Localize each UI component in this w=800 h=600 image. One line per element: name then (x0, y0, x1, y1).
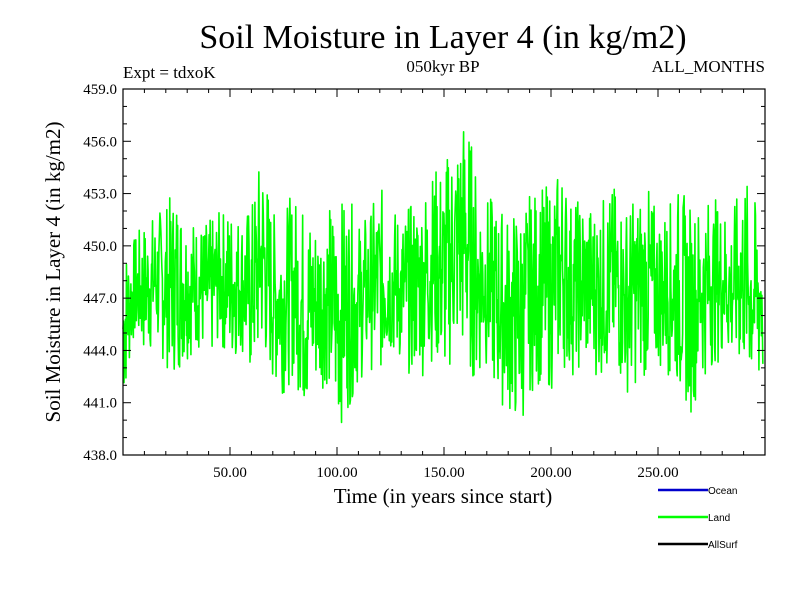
y-tick-label: 441.0 (83, 396, 117, 412)
y-axis-label: Soil Moisture in Layer 4 (in kg/m2) (41, 122, 65, 423)
y-tick-label: 456.0 (83, 134, 117, 150)
chart-title: Soil Moisture in Layer 4 (in kg/m2) (199, 19, 686, 56)
legend-label-land: Land (708, 513, 730, 524)
x-tick-label: 50.00 (213, 465, 247, 481)
x-tick-label: 200.00 (530, 465, 571, 481)
series-line-land (122, 130, 764, 424)
y-axis: 438.0 441.0 444.0 447.0 450.0 453.0 456.0 459.0 (83, 82, 765, 464)
y-tick-label: 444.0 (83, 343, 117, 359)
x-tick-label: 100.00 (316, 465, 357, 481)
legend-label-allsurf: AllSurf (708, 540, 738, 551)
legend-label-ocean: Ocean (708, 486, 737, 497)
x-axis-label: Time (in years since start) (334, 484, 553, 508)
y-tick-label: 450.0 (83, 239, 117, 255)
chart-subtitle-left: Expt = tdxoK (123, 63, 216, 82)
x-tick-label: 150.00 (423, 465, 464, 481)
x-tick-label: 250.00 (637, 465, 678, 481)
chart-subtitle-center: 050kyr BP (406, 57, 479, 76)
legend: Ocean Land AllSurf (658, 486, 738, 551)
x-axis: 50.00 100.00 150.00 200.00 250.00 (143, 89, 745, 481)
y-tick-label: 447.0 (83, 291, 117, 307)
chart-subtitle-right: ALL_MONTHS (652, 57, 765, 76)
y-tick-label: 459.0 (83, 82, 117, 98)
y-tick-label: 438.0 (83, 448, 117, 464)
series-layer (122, 130, 764, 424)
y-tick-label: 453.0 (83, 187, 117, 203)
